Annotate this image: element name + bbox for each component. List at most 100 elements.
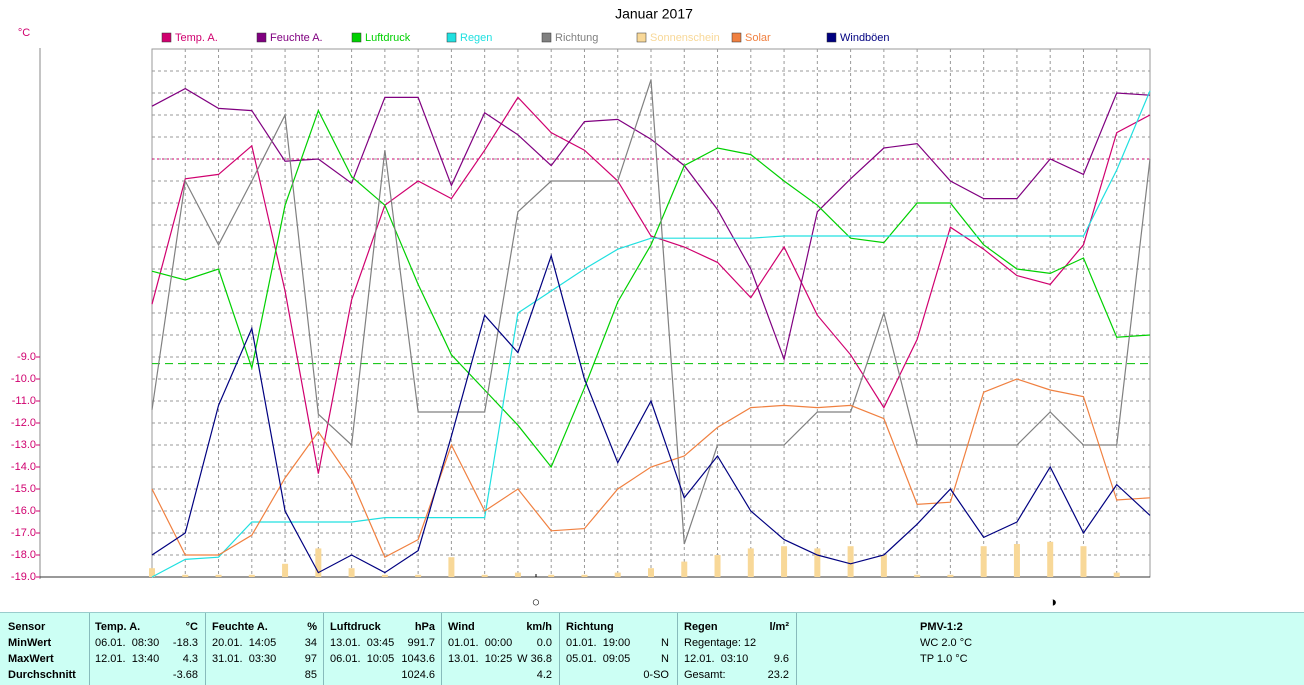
table-value: 34 bbox=[304, 637, 317, 649]
table-value: 991.7 bbox=[407, 637, 435, 649]
column-separator bbox=[441, 613, 442, 685]
header-cell: PMV-1:2 bbox=[920, 621, 963, 633]
summary-table: Sensor Temp. A. °C Feuchte A.% Luftdruck hPa W… bbox=[0, 612, 1304, 685]
y-tick-label: -18.0 bbox=[11, 549, 36, 561]
sunshine-bar bbox=[215, 574, 222, 577]
sunshine-bar bbox=[381, 574, 388, 577]
header-cell: Richtung bbox=[566, 621, 614, 633]
sunshine-bar bbox=[980, 546, 987, 577]
sunshine-bar bbox=[714, 555, 721, 577]
table-cell: TP 1.0 °C bbox=[920, 653, 968, 665]
series-line bbox=[151, 378, 1151, 559]
column-separator bbox=[323, 613, 324, 685]
table-value: 4.3 bbox=[182, 653, 198, 665]
legend-swatch bbox=[636, 32, 647, 43]
table-cell: 01.01. 19:00 bbox=[566, 637, 631, 649]
sunshine-bar bbox=[914, 574, 921, 577]
table-value: 85 bbox=[304, 669, 317, 681]
row-label: Durchschnitt bbox=[8, 669, 76, 681]
header-cell: Temp. A. bbox=[95, 621, 141, 633]
column-separator bbox=[796, 613, 797, 685]
sunshine-bar bbox=[1080, 546, 1087, 577]
table-cell: Regentage: 12 bbox=[684, 637, 757, 649]
y-tick-label: -17.0 bbox=[11, 527, 36, 539]
header-unit: l/m² bbox=[769, 621, 789, 633]
column-separator bbox=[559, 613, 560, 685]
chart: Januar 2017 °C -9.0 -10.0 -11.0 -12.0 -13.0 -… bbox=[11, 6, 1151, 610]
y-tick-label: -13.0 bbox=[11, 439, 36, 451]
sunshine-bar bbox=[648, 568, 654, 577]
moon-phase: ○ bbox=[532, 594, 540, 610]
legend-swatch bbox=[541, 32, 552, 43]
chart-title: Januar 2017 bbox=[615, 6, 693, 22]
legend-swatch bbox=[256, 32, 267, 43]
sunshine-bar bbox=[1113, 572, 1120, 577]
y-tick-label: -14.0 bbox=[11, 461, 36, 473]
legend-label: Luftdruck bbox=[365, 32, 411, 44]
y-tick-label: -16.0 bbox=[11, 505, 36, 517]
legend-swatch bbox=[731, 32, 742, 43]
table-cell: 12.01. 03:10 bbox=[684, 653, 749, 665]
series-line bbox=[151, 79, 1151, 545]
sunshine-bar bbox=[747, 548, 754, 577]
legend-label: Sonnenschein bbox=[650, 32, 720, 44]
moon-phase: ◑ bbox=[1049, 594, 1057, 610]
row-label: MinWert bbox=[8, 637, 52, 649]
series-line bbox=[151, 253, 1151, 574]
table-value: 9.6 bbox=[773, 653, 789, 665]
sunshine-bar bbox=[415, 574, 422, 577]
row-label: MaxWert bbox=[8, 653, 54, 665]
header-unit: % bbox=[307, 621, 317, 633]
sunshine-bar bbox=[814, 548, 821, 577]
legend-swatch bbox=[161, 32, 172, 43]
table-cell: 05.01. 09:05 bbox=[566, 653, 631, 665]
y-tick-label: -15.0 bbox=[11, 483, 36, 495]
legend-label: Feuchte A. bbox=[270, 32, 323, 44]
series-line bbox=[151, 87, 1151, 362]
series-line bbox=[151, 109, 1151, 469]
sunshine-bar bbox=[182, 574, 189, 577]
sunshine-bar bbox=[248, 574, 255, 577]
table-value: 4.2 bbox=[536, 669, 552, 681]
table-cell: 20.01. 14:05 bbox=[212, 637, 277, 649]
sunshine-bar bbox=[282, 563, 289, 577]
table-value: 0-SO bbox=[643, 669, 669, 681]
header-unit: km/h bbox=[526, 621, 552, 633]
sunshine-bar bbox=[481, 574, 488, 577]
legend-label: Temp. A. bbox=[175, 32, 218, 44]
column-separator bbox=[89, 613, 90, 685]
sunshine-bar bbox=[1013, 544, 1020, 577]
header-cell: Regen bbox=[684, 621, 718, 633]
y-tick-label: -9.0 bbox=[17, 351, 36, 363]
sunshine-bar bbox=[548, 574, 555, 577]
sunshine-bar bbox=[348, 568, 355, 577]
table-value: 23.2 bbox=[767, 669, 789, 681]
sunshine-bar bbox=[781, 546, 788, 577]
legend-label: Solar bbox=[745, 32, 771, 44]
table-value: -3.68 bbox=[172, 669, 198, 681]
header-unit: hPa bbox=[414, 621, 435, 633]
table-value: 1024.6 bbox=[401, 669, 435, 681]
sunshine-bar bbox=[149, 568, 155, 577]
y-tick-label: -11.0 bbox=[12, 395, 36, 407]
sunshine-bar bbox=[581, 574, 588, 577]
series-line bbox=[151, 96, 1151, 474]
table-value: N bbox=[661, 637, 669, 649]
y-tick-label: -10.0 bbox=[11, 373, 36, 385]
table-cell: 06.01. 08:30 bbox=[95, 637, 160, 649]
legend-swatch bbox=[826, 32, 837, 43]
sunshine-bar bbox=[681, 561, 688, 577]
sunshine-bar bbox=[315, 548, 322, 577]
sunshine-bar bbox=[880, 555, 887, 577]
table-value: 97 bbox=[304, 653, 317, 665]
header-cell: Sensor bbox=[8, 621, 46, 633]
column-separator bbox=[677, 613, 678, 685]
legend-label: Windböen bbox=[840, 32, 890, 44]
table-cell: 01.01. 00:00 bbox=[448, 637, 513, 649]
series-line bbox=[151, 90, 1151, 578]
table-value: 1043.6 bbox=[401, 653, 435, 665]
table-cell: Gesamt: bbox=[684, 669, 726, 681]
sunshine-bar bbox=[514, 572, 521, 577]
table-value: -18.3 bbox=[172, 637, 198, 649]
